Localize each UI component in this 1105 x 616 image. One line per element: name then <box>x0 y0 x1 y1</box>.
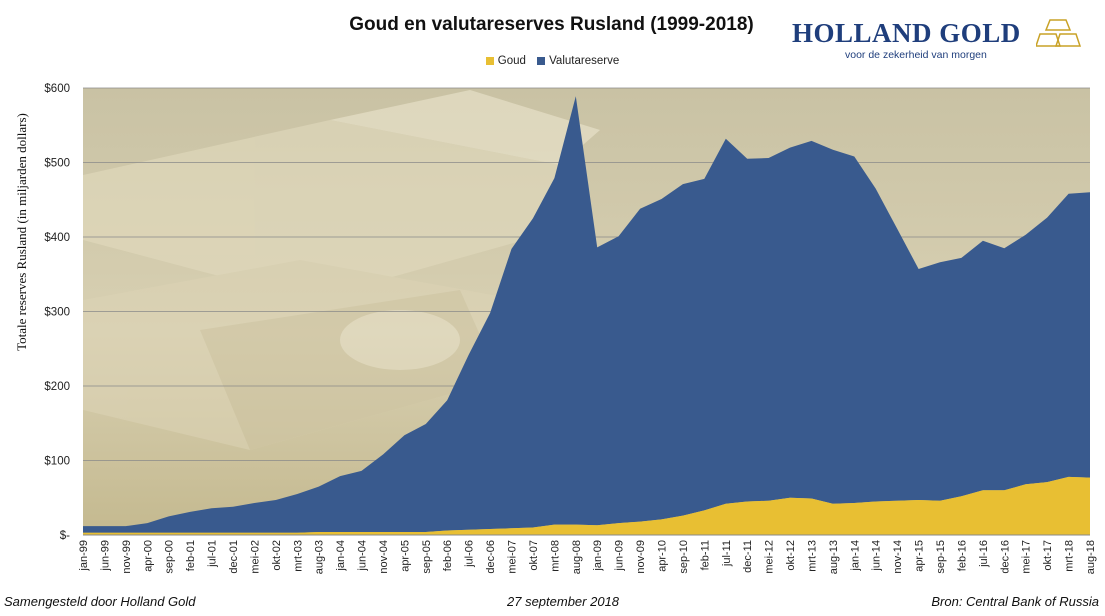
legend-label-valutareserve: Valutareserve <box>549 55 620 67</box>
x-tick-label: dec-11 <box>742 540 754 573</box>
x-tick-label: mei-02 <box>249 540 261 574</box>
y-tick-label: $- <box>60 530 70 542</box>
y-tick-label: $100 <box>44 456 70 468</box>
x-tick-label: mrt-08 <box>549 540 561 572</box>
x-tick-label: nov-99 <box>121 540 133 574</box>
x-tick-label: apr-15 <box>914 540 926 572</box>
x-tick-label: nov-04 <box>378 540 390 574</box>
x-tick-label: jan-99 <box>78 540 90 572</box>
brand: HOLLAND GOLD voor de zekerheid van morge… <box>792 14 1092 62</box>
x-tick-label: okt-12 <box>785 540 797 571</box>
legend-swatch-goud <box>485 57 494 65</box>
y-tick-label: $400 <box>44 232 70 244</box>
x-tick-label: apr-05 <box>399 540 411 572</box>
x-tick-label: feb-06 <box>442 540 454 571</box>
series-area-valutareserve <box>83 96 1090 533</box>
x-tick-label: jul-01 <box>207 540 219 568</box>
x-tick-label: apr-00 <box>142 540 154 572</box>
legend-item-valutareserve: Valutareserve <box>537 55 619 67</box>
legend: Goud Valutareserve <box>0 55 1105 68</box>
y-tick-label: $300 <box>44 307 70 319</box>
x-tick-label: sep-10 <box>678 540 690 574</box>
x-tick-label: dec-01 <box>228 540 240 574</box>
footer-date: 27 september 2018 <box>507 594 620 609</box>
x-tick-label: aug-18 <box>1085 540 1097 574</box>
footer-compiled-by: Samengesteld door Holland Gold <box>4 594 196 609</box>
x-tick-label: jun-04 <box>357 540 369 572</box>
series-area-goud <box>83 476 1090 535</box>
x-tick-label: feb-11 <box>699 540 711 570</box>
x-tick-label: mei-17 <box>1021 540 1033 574</box>
x-tick-label: mei-12 <box>764 540 776 574</box>
brand-name: HOLLAND GOLD <box>792 18 1021 48</box>
x-tick-label: dec-16 <box>999 540 1011 574</box>
x-tick-label: aug-08 <box>571 540 583 574</box>
x-tick-label: jul-11 <box>721 540 733 567</box>
x-tick-label: jun-99 <box>99 540 111 572</box>
x-tick-label: nov-09 <box>635 540 647 574</box>
x-tick-label: feb-16 <box>956 540 968 571</box>
y-tick-label: $600 <box>44 83 70 95</box>
x-tick-label: nov-14 <box>892 540 904 574</box>
x-tick-label: sep-15 <box>935 540 947 574</box>
x-tick-label: jul-16 <box>978 540 990 568</box>
x-tick-label: mrt-03 <box>292 540 304 572</box>
x-tick-label: feb-01 <box>185 540 197 571</box>
x-tick-label: sep-05 <box>421 540 433 574</box>
x-tick-label: aug-13 <box>828 540 840 574</box>
y-tick-labels: $- $100 $200 $300 $400 $500 $600 <box>44 83 70 542</box>
x-tick-label: mei-07 <box>507 540 519 574</box>
x-tick-label: okt-17 <box>1042 540 1054 571</box>
x-tick-label: apr-10 <box>656 540 668 572</box>
x-tick-labels: jan-99 jun-99 nov-99 apr-00 sep-00 feb-01 jul-… <box>78 540 1097 574</box>
x-tick-label: jul-06 <box>464 540 476 568</box>
x-tick-label: jan-04 <box>335 540 347 572</box>
x-tick-label: jun-14 <box>871 540 883 572</box>
y-tick-label: $200 <box>44 381 70 393</box>
x-tick-label: dec-06 <box>485 540 497 574</box>
y-axis-label: Totale reserves Rusland (in miljarden do… <box>14 113 29 351</box>
gold-bars-logo-icon <box>1036 19 1082 47</box>
x-tick-label: sep-00 <box>164 540 176 574</box>
x-tick-label: mrt-13 <box>806 540 818 572</box>
x-tick-label: mrt-18 <box>1064 540 1076 572</box>
legend-label-goud: Goud <box>497 55 526 67</box>
y-tick-label: $500 <box>44 158 70 170</box>
footer-source: Bron: Central Bank of Russia <box>931 594 1099 609</box>
x-tick-label: okt-07 <box>528 540 540 571</box>
x-tick-label: jun-09 <box>614 540 626 572</box>
area-series <box>83 96 1090 535</box>
x-tick-label: jan-09 <box>592 540 604 572</box>
x-tick-label: okt-02 <box>271 540 283 571</box>
legend-swatch-valutareserve <box>537 57 546 65</box>
x-tick-label: jan-14 <box>849 540 861 572</box>
brand-tagline: voor de zekerheid van morgen <box>845 49 987 61</box>
legend-item-goud: Goud <box>485 55 526 67</box>
x-tick-label: aug-03 <box>314 540 326 574</box>
